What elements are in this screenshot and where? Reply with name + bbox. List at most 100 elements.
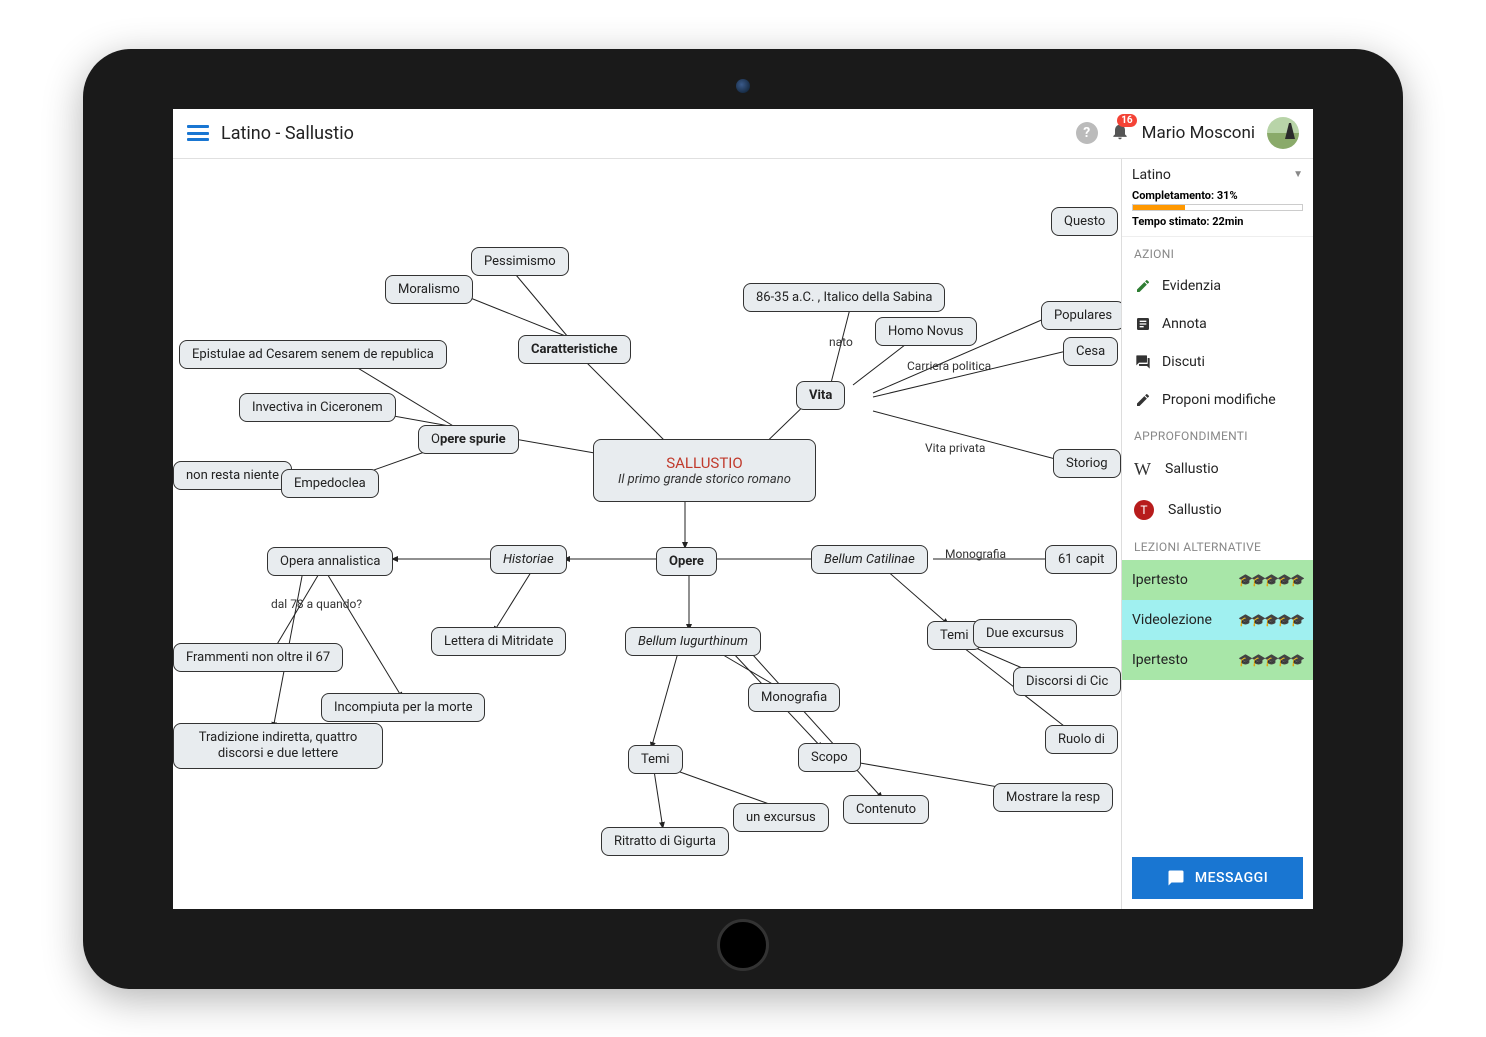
mindmap-edge-label: Carriera politica: [907, 359, 991, 373]
mindmap-node[interactable]: Frammenti non oltre il 67: [173, 643, 343, 672]
mindmap-node[interactable]: Caratteristiche: [518, 335, 631, 364]
mindmap-node[interactable]: 86-35 a.C. , Italico della Sabina: [743, 283, 945, 312]
hamburger-menu-icon[interactable]: [187, 125, 209, 141]
mindmap-node[interactable]: Ruolo di: [1045, 725, 1118, 754]
notification-badge: 16: [1117, 114, 1136, 127]
action-label: Annota: [1162, 316, 1207, 332]
section-deep-header: APPROFONDIMENTI: [1122, 419, 1313, 449]
mindmap-node[interactable]: Empedoclea: [281, 469, 379, 498]
rating-icon: 🎓🎓🎓🎓🎓: [1238, 653, 1303, 667]
top-bar: Latino - Sallustio ? 16 Mario Mosconi: [173, 109, 1313, 159]
discuss-icon: [1134, 353, 1152, 371]
rating-icon: 🎓🎓🎓🎓🎓: [1238, 573, 1303, 587]
mindmap-node[interactable]: Cesa: [1063, 337, 1118, 366]
subject-label: Latino: [1132, 167, 1171, 183]
mindmap-node[interactable]: Populares: [1041, 301, 1121, 330]
mindmap-node[interactable]: Vita: [796, 381, 845, 410]
messages-label: MESSAGGI: [1195, 870, 1268, 886]
mindmap-node[interactable]: Ritratto di Gigurta: [601, 827, 729, 856]
mindmap-node[interactable]: Incompiuta per la morte: [321, 693, 485, 722]
mindmap-node[interactable]: Storiog: [1053, 449, 1121, 478]
pencil-icon: [1134, 391, 1152, 409]
lesson-item[interactable]: Ipertesto 🎓🎓🎓🎓🎓: [1122, 640, 1313, 680]
deep-label: Sallustio: [1168, 502, 1222, 518]
deep-list: W Sallustio T Sallustio: [1122, 449, 1313, 530]
mindmap-node[interactable]: Opera annalistica: [267, 547, 393, 576]
action-proponi-modifiche[interactable]: Proponi modifiche: [1122, 381, 1313, 419]
lesson-label: Ipertesto: [1132, 572, 1188, 588]
mindmap-node[interactable]: Lettera di Mitridate: [431, 627, 566, 656]
mindmap-edge-label: Vita privata: [925, 441, 985, 455]
completion-bar: [1132, 204, 1303, 211]
completion-label: Completamento: 31%: [1132, 189, 1303, 202]
mindmap-node[interactable]: Bellum Catilinae: [811, 545, 928, 574]
wikipedia-icon: W: [1134, 459, 1151, 480]
mindmap-node[interactable]: Discorsi di Cic: [1013, 667, 1121, 696]
section-actions-header: AZIONI: [1122, 237, 1313, 267]
tablet-frame: Latino - Sallustio ? 16 Mario Mosconi: [83, 49, 1403, 989]
mindmap-edge-label: nato: [829, 335, 853, 349]
mindmap-node[interactable]: Historiae: [490, 545, 567, 574]
rating-icon: 🎓🎓🎓🎓🎓: [1238, 613, 1303, 627]
user-name[interactable]: Mario Mosconi: [1142, 123, 1255, 143]
avatar[interactable]: [1267, 117, 1299, 149]
section-lessons-header: LEZIONI ALTERNATIVE: [1122, 530, 1313, 560]
app-screen: Latino - Sallustio ? 16 Mario Mosconi: [173, 109, 1313, 909]
mindmap-center-node[interactable]: SALLUSTIOIl primo grande storico romano: [593, 439, 816, 502]
actions-list: Evidenzia Annota Discuti Proponi modifiche: [1122, 267, 1313, 419]
mindmap-node[interactable]: Tradizione indiretta, quattro discorsi e…: [173, 723, 383, 770]
mindmap-node[interactable]: Homo Novus: [875, 317, 977, 346]
deep-link[interactable]: T Sallustio: [1122, 490, 1313, 530]
deep-label: Sallustio: [1165, 461, 1219, 477]
mindmap-node[interactable]: Pessimismo: [471, 247, 569, 276]
lesson-label: Videolezione: [1132, 612, 1212, 628]
subject-select[interactable]: Latino ▼: [1132, 165, 1303, 189]
page-title: Latino - Sallustio: [221, 123, 354, 144]
mindmap-edges: [173, 159, 1121, 909]
mindmap-node[interactable]: Questo: [1051, 207, 1118, 236]
lesson-label: Ipertesto: [1132, 652, 1188, 668]
chevron-down-icon: ▼: [1293, 169, 1303, 180]
action-label: Proponi modifiche: [1162, 392, 1276, 408]
mindmap-node[interactable]: Moralismo: [385, 275, 473, 304]
lesson-item[interactable]: Ipertesto 🎓🎓🎓🎓🎓: [1122, 560, 1313, 600]
mindmap-node[interactable]: non resta niente: [173, 461, 292, 490]
action-label: Discuti: [1162, 354, 1205, 370]
mindmap-node[interactable]: Temi: [628, 745, 683, 774]
mindmap-node[interactable]: Opere: [656, 547, 717, 576]
pencil-green-icon: [1134, 277, 1152, 295]
sidebar-summary: Latino ▼ Completamento: 31% Tempo stimat…: [1122, 159, 1313, 237]
action-annota[interactable]: Annota: [1122, 305, 1313, 343]
mindmap-node[interactable]: un excursus: [733, 803, 829, 832]
tablet-home-button[interactable]: [717, 919, 769, 971]
help-icon[interactable]: ?: [1076, 122, 1098, 144]
mindmap-node[interactable]: Bellum Iugurthinum: [625, 627, 761, 656]
mindmap-node[interactable]: Monografia: [748, 683, 840, 712]
mindmap-node[interactable]: Opere spurie: [418, 425, 519, 454]
note-icon: [1134, 315, 1152, 333]
mindmap-edge-label: dal 78 a quando?: [271, 597, 362, 611]
mindmap-node[interactable]: 61 capit: [1045, 545, 1117, 574]
treccani-icon: T: [1134, 500, 1154, 520]
mindmap-node[interactable]: Due excursus: [973, 619, 1077, 648]
mindmap-node[interactable]: Mostrare la resp: [993, 783, 1113, 812]
sidebar: Latino ▼ Completamento: 31% Tempo stimat…: [1121, 159, 1313, 909]
chat-icon: [1167, 869, 1185, 887]
completion-fill: [1133, 205, 1185, 210]
action-label: Evidenzia: [1162, 278, 1221, 294]
deep-link[interactable]: W Sallustio: [1122, 449, 1313, 490]
notifications-button[interactable]: 16: [1110, 121, 1130, 145]
action-evidenzia[interactable]: Evidenzia: [1122, 267, 1313, 305]
mindmap-node[interactable]: Scopo: [798, 743, 861, 772]
time-label: Tempo stimato: 22min: [1132, 215, 1303, 228]
mindmap-node[interactable]: Contenuto: [843, 795, 929, 824]
mindmap-node[interactable]: Invectiva in Ciceronem: [239, 393, 396, 422]
mindmap-node[interactable]: Epistulae ad Cesarem senem de republica: [179, 340, 447, 369]
tablet-camera: [736, 79, 750, 93]
mindmap-canvas[interactable]: SALLUSTIOIl primo grande storico romano C…: [173, 159, 1121, 909]
mindmap-edge-label: Monografia: [945, 547, 1006, 561]
messages-button[interactable]: MESSAGGI: [1132, 857, 1303, 899]
lesson-item[interactable]: Videolezione 🎓🎓🎓🎓🎓: [1122, 600, 1313, 640]
lessons-list: Ipertesto🎓🎓🎓🎓🎓Videolezione🎓🎓🎓🎓🎓Ipertesto…: [1122, 560, 1313, 680]
action-discuti[interactable]: Discuti: [1122, 343, 1313, 381]
